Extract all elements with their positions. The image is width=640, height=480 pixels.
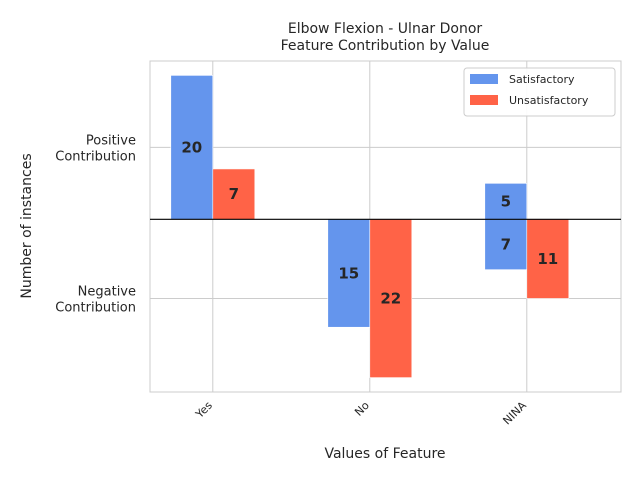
chart-title-line: Elbow Flexion - Ulnar Donor	[288, 21, 483, 37]
bar-positive	[212, 168, 256, 220]
data-label: 7	[501, 235, 511, 253]
bar-positive	[484, 183, 528, 220]
legend-swatch	[470, 95, 498, 105]
plot-area-frame	[149, 60, 622, 393]
legend-label: Unsatisfactory	[509, 94, 589, 107]
chart-title-line: Feature Contribution by Value	[281, 38, 490, 54]
legend-swatch	[470, 74, 498, 84]
y-axis-label: Number of instances	[19, 153, 35, 298]
y-tick-label: Positive	[86, 133, 136, 148]
y-tick-label: Contribution	[55, 149, 136, 164]
data-labels: 20 15 5 7 7 22 11	[181, 138, 558, 307]
data-label: 15	[338, 264, 359, 282]
y-tick-label: Contribution	[55, 300, 136, 315]
x-axis-label: Values of Feature	[324, 446, 445, 462]
bar-negative	[526, 219, 570, 299]
y-tick-label: Negative	[78, 284, 136, 299]
data-label: 20	[181, 138, 202, 156]
legend-label: Satisfactory	[509, 73, 575, 86]
data-label: 11	[537, 250, 558, 268]
data-label: 7	[229, 185, 239, 203]
data-label: 5	[501, 192, 511, 210]
bar-negative	[369, 219, 413, 378]
legend-box	[463, 67, 616, 117]
data-label: 22	[380, 289, 401, 307]
bars	[170, 75, 570, 378]
legend: Satisfactory Unsatisfactory	[463, 67, 616, 117]
